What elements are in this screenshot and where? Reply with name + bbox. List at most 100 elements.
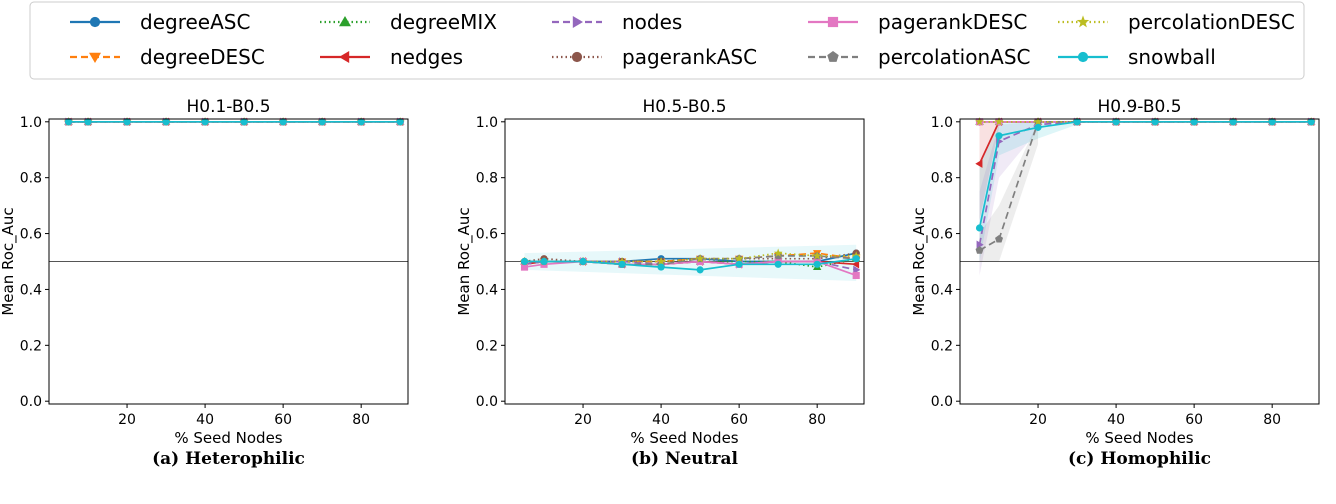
x-tick-label: 20 [118, 412, 136, 428]
data-point [1268, 118, 1276, 126]
legend-entry-percolationasc: percolationASC [808, 45, 1030, 69]
data-point [240, 118, 248, 126]
y-tick-label: 0.0 [476, 394, 498, 410]
legend-label: degreeASC [140, 10, 250, 34]
data-point [995, 132, 1003, 140]
data-point [1034, 123, 1042, 131]
legend-label: pagerankDESC [878, 10, 1027, 34]
uncertainty-band [979, 121, 1039, 262]
data-point [396, 118, 404, 126]
data-point [1112, 118, 1120, 126]
panel-homophilic: H0.9-B0.5 0.0 0.2 0.4 0.6 0.8 1.0 20 40 60 80 % See… [910, 97, 1320, 469]
data-point [318, 118, 326, 126]
panel-title: H0.1-B0.5 [186, 97, 270, 117]
legend-entry-nedges: nedges [320, 45, 463, 69]
plot-frame [48, 118, 409, 405]
legend-label: degreeMIX [390, 10, 497, 34]
legend-marker-square-icon [827, 16, 839, 28]
legend-entry-percolationdesc: percolationDESC [1058, 10, 1295, 34]
legend-label: pagerankASC [622, 45, 757, 69]
legend-marker-triangle-up-icon [339, 16, 351, 27]
x-tick-label: 20 [1029, 412, 1047, 428]
series-line [978, 120, 1312, 229]
data-point [774, 260, 782, 268]
data-point [995, 234, 1004, 243]
legend-marker-circle-icon [89, 16, 101, 28]
panel-neutral: H0.5-B0.5 0.0 0.2 0.4 0.6 0.8 1.0 20 40 60 80 % See… [455, 97, 865, 469]
y-tick-label: 0.4 [931, 282, 953, 298]
data-point [975, 246, 984, 254]
legend-label: snowball [1128, 45, 1216, 69]
x-tick-label: 20 [574, 412, 592, 428]
legend-label: nodes [622, 10, 682, 34]
data-point [540, 257, 548, 266]
data-point [975, 159, 983, 168]
y-tick-label: 0.2 [931, 338, 953, 354]
data-point [201, 118, 209, 126]
series-snowball [64, 118, 404, 126]
data-point [851, 260, 860, 269]
panel-caption: (b) Neutral [631, 449, 738, 469]
x-axis-label: % Seed Nodes [174, 429, 282, 447]
y-tick-label: 0.2 [476, 338, 498, 354]
legend-label: percolationASC [878, 45, 1030, 69]
data-point [852, 271, 860, 280]
y-tick-label: 1.0 [476, 115, 498, 131]
data-point [975, 117, 984, 126]
data-point [1151, 118, 1159, 126]
uncertainty-band [979, 121, 1000, 220]
data-point [162, 118, 170, 126]
legend-entry-pagerankdesc: pagerankDESC [808, 10, 1027, 34]
x-tick-label: 60 [730, 412, 748, 428]
series-snowball [975, 118, 1315, 232]
legend-marker-triangle-down-icon [89, 52, 101, 63]
y-tick-label: 1.0 [931, 115, 953, 131]
legend-label: nedges [390, 45, 463, 69]
data-point [656, 256, 666, 266]
data-point [734, 254, 744, 263]
x-tick-label: 40 [196, 412, 214, 428]
panel-title: H0.9-B0.5 [1097, 97, 1181, 117]
panel-caption: (c) Homophilic [1068, 449, 1211, 469]
y-tick-label: 0.4 [476, 282, 498, 298]
legend: degreeASC degreeDESC degreeMIX nedges nodes p… [29, 1, 1305, 80]
x-tick-label: 80 [352, 412, 370, 428]
data-point [657, 263, 665, 271]
data-point [1190, 118, 1198, 126]
legend-label: percolationDESC [1128, 10, 1295, 34]
data-point [976, 240, 984, 249]
data-point [735, 260, 743, 268]
legend-entry-snowball: snowball [1058, 45, 1216, 69]
legend-marker-triangle-left-icon [339, 51, 350, 63]
panel-title: H0.5-B0.5 [642, 97, 726, 117]
data-point [773, 248, 783, 257]
y-tick-label: 0.6 [931, 227, 953, 243]
data-point [975, 224, 984, 232]
y-tick-label: 1.0 [20, 115, 42, 131]
data-point [1307, 118, 1315, 126]
data-point [813, 260, 821, 268]
data-point [696, 266, 704, 274]
legend-marker-star-icon [1076, 15, 1090, 28]
plot-frame [504, 118, 865, 405]
data-point [695, 254, 705, 263]
data-point [520, 257, 529, 266]
data-point [84, 118, 92, 126]
y-tick-label: 0.0 [931, 394, 953, 410]
x-axis-label: % Seed Nodes [1085, 429, 1193, 447]
legend-marker-circle-icon [1077, 51, 1089, 63]
x-tick-label: 80 [1263, 412, 1281, 428]
data-point [1073, 118, 1081, 126]
legend-entry-nodes: nodes [552, 10, 682, 34]
series-snowball [520, 255, 860, 274]
data-point [994, 117, 1004, 126]
panel-caption: (a) Heterophilic [152, 449, 305, 469]
x-tick-label: 60 [274, 412, 292, 428]
legend-marker-circle-icon [571, 51, 583, 63]
series-line [524, 257, 857, 271]
series-line [524, 260, 857, 277]
y-tick-label: 0.8 [476, 171, 498, 187]
legend-marker-pentagon-icon [827, 51, 839, 62]
data-point [1229, 118, 1237, 126]
x-tick-label: 80 [808, 412, 826, 428]
